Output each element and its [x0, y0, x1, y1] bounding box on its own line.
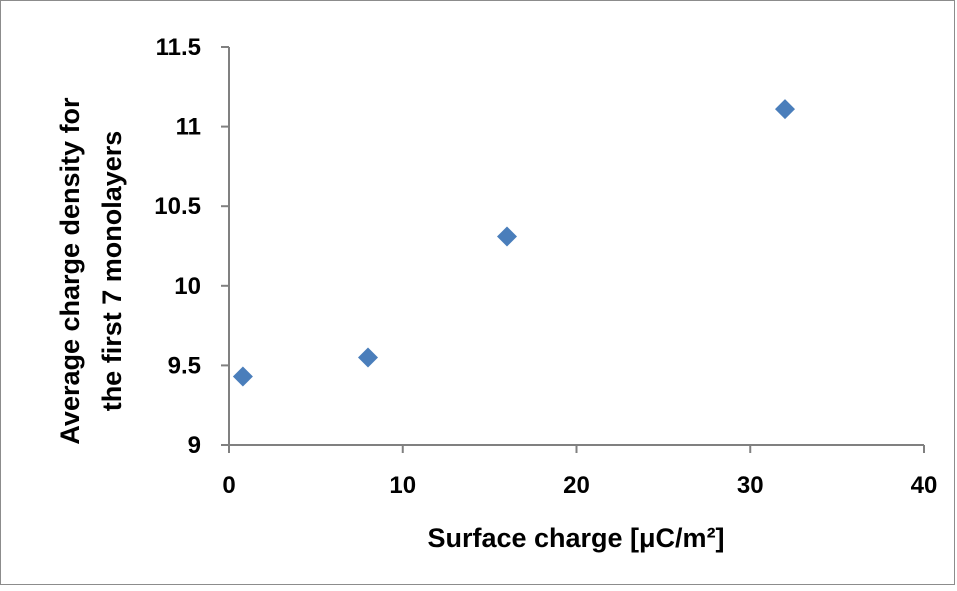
axes: [221, 46, 925, 453]
data-points: [232, 99, 795, 387]
data-point: [497, 226, 517, 247]
x-tick-label: 30: [737, 472, 764, 499]
y-axis-title-line-1: Average charge density for: [55, 97, 85, 445]
y-tick-label: 9.5: [168, 352, 201, 379]
x-tick-label: 0: [222, 472, 235, 499]
data-point: [775, 99, 795, 120]
y-tick-label: 10.5: [154, 193, 201, 220]
data-point: [232, 366, 253, 387]
tick-labels: 9 9.5 10 10.5 11 11.5 0 10 20 30 40: [154, 34, 937, 499]
x-tick-label: 40: [911, 472, 938, 499]
y-axis-title-line-2: the first 7 monolayers: [97, 131, 127, 412]
y-tick-label: 9: [188, 432, 201, 459]
y-tick-label: 11: [176, 114, 201, 141]
x-axis-title: Surface charge [μC/m²]: [427, 523, 724, 553]
x-tick-label: 10: [389, 472, 416, 499]
y-axis-title: Average charge density for the first 7 m…: [55, 97, 127, 445]
y-tick-label: 10: [174, 273, 201, 300]
x-tick-label: 20: [563, 472, 590, 499]
data-point: [358, 347, 378, 368]
y-tick-label: 11.5: [156, 34, 201, 61]
